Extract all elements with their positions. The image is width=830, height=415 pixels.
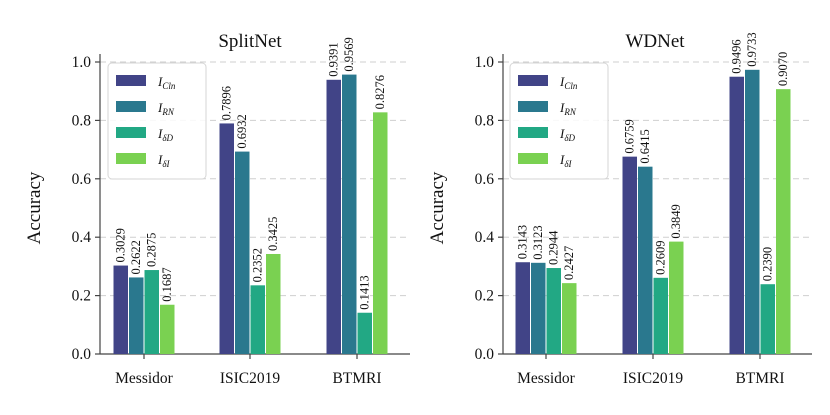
legend-swatch [116,127,146,138]
y-tick-label: 0.2 [72,288,91,305]
bar-data-label: 0.2427 [562,246,576,280]
legend: ICln IRN IδD IδI [107,62,207,180]
bar-data-label: 0.3425 [266,217,280,251]
bar-ii-messidor [562,283,577,354]
bar-data-label: 0.2352 [251,248,265,282]
legend-swatch [116,153,146,164]
bar-ii-isic2019 [669,241,684,354]
chart-title: SplitNet [218,31,282,52]
y-axis-label: Accuracy [427,171,448,244]
bar-data-label: 0.6759 [623,119,637,153]
bar-data-label: 0.6415 [638,129,652,163]
legend-entry-label: IδI [157,152,171,169]
y-tick-label: 0.0 [475,346,495,363]
bar-data-label: 0.3849 [669,204,683,238]
x-tick-label: Messidor [115,370,174,387]
y-tick-label: 1.0 [72,54,92,71]
bar-data-label: 0.2875 [145,233,159,267]
bar-ii-isic2019 [266,253,281,354]
legend-entry-label: IδD [559,126,576,143]
y-tick-label: 0.6 [72,171,92,188]
bar-data-label: 0.9569 [342,37,356,71]
bar-irn-isic2019 [235,151,250,354]
y-tick-label: 0.4 [72,229,92,246]
bar-irn-isic2019 [638,166,653,354]
bar-icln-isic2019 [622,156,637,354]
bar-icln-isic2019 [219,123,234,354]
y-tick-label: 0.4 [475,229,495,246]
bar-data-label: 0.9070 [776,52,790,86]
legend-box [509,62,609,180]
legend-entry-label: IRN [157,100,175,117]
x-tick-label: Messidor [517,370,576,387]
bar-data-label: 0.3143 [516,225,530,259]
y-tick-label: 0.8 [475,112,495,129]
legend-swatch [518,75,548,86]
bar-id-isic2019 [250,285,265,354]
x-tick-label: BTMRI [332,370,381,387]
x-tick-label: ISIC2019 [623,370,684,387]
x-tick-label: ISIC2019 [220,370,281,387]
legend-box [107,62,207,180]
y-tick-label: 0.0 [72,346,92,363]
bar-id-btmri [760,284,775,354]
bar-data-label: 0.6932 [235,114,249,148]
bar-data-label: 0.9733 [745,32,759,66]
bar-irn-messidor [531,262,546,354]
legend-entry-label: IRN [559,100,577,117]
bar-irn-btmri [745,69,760,355]
bar-data-label: 0.9496 [730,39,744,73]
chart-title: WDNet [625,31,685,52]
bar-data-label: 0.1413 [358,275,372,309]
chart-panel-splitnet: SplitNet Accuracy 0.0 0.2 0.4 0.6 0.8 1.0 Messid… [24,31,410,387]
legend-swatch [116,75,146,86]
x-tick-label: BTMRI [735,370,784,387]
bar-data-label: 0.2609 [654,240,668,274]
bar-icln-btmri [326,79,341,354]
y-tick-label: 0.8 [72,112,92,129]
y-tick-label: 1.0 [475,54,495,71]
bar-ii-messidor [160,304,175,354]
legend-swatch [518,127,548,138]
bar-irn-messidor [129,277,144,354]
legend-swatch [518,153,548,164]
legend-swatch [518,101,548,112]
bar-icln-messidor [113,265,128,354]
chart-panel-wdnet: WDNet Accuracy 0.0 0.2 0.4 0.6 0.8 1.0 Messidor 0… [427,31,812,387]
bar-id-messidor [546,268,561,354]
bar-id-isic2019 [653,277,668,354]
bar-data-label: 0.3123 [531,225,545,259]
bar-icln-messidor [515,262,530,354]
bar-data-label: 0.3029 [114,228,128,262]
bar-icln-btmri [729,76,744,354]
bar-ii-btmri [373,112,388,355]
bar-data-label: 0.2390 [761,247,775,281]
bar-ii-btmri [776,89,791,354]
bar-data-label: 0.2622 [129,240,143,274]
bar-data-label: 0.7896 [220,86,234,120]
bar-data-label: 0.2944 [547,230,561,265]
legend: ICln IRN IδD IδI [509,62,609,180]
bar-id-btmri [357,312,372,354]
y-axis-label: Accuracy [24,171,45,244]
bar-id-messidor [144,270,159,354]
legend-entry-label: IδD [157,126,174,143]
legend-swatch [116,101,146,112]
legend-entry-label: ICln [157,74,176,91]
bar-data-label: 0.1687 [160,267,174,301]
bar-data-label: 0.9391 [327,42,341,76]
legend-entry-label: ICln [559,74,578,91]
y-tick-label: 0.6 [475,171,495,188]
bar-data-label: 0.8276 [373,75,387,109]
y-tick-label: 0.2 [475,288,494,305]
legend-entry-label: IδI [559,152,573,169]
bar-irn-btmri [342,74,357,354]
